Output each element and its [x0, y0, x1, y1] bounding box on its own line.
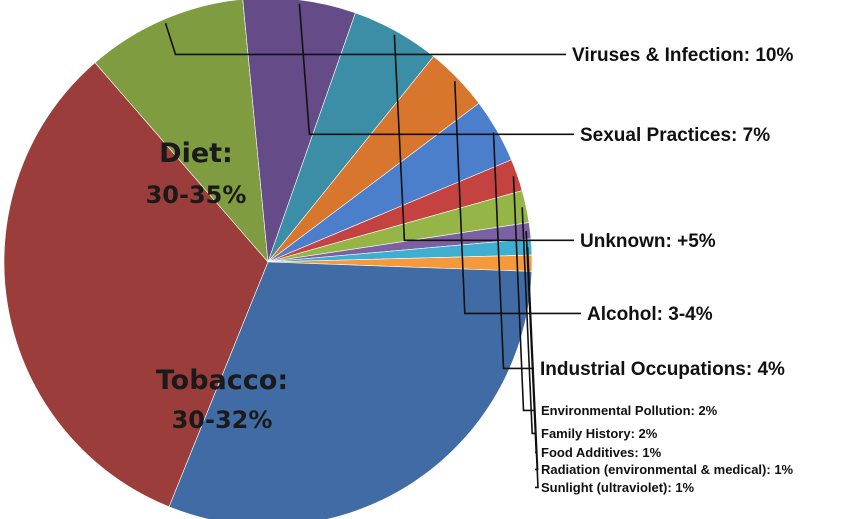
label-food-additives: Food Additives: 1%	[541, 445, 662, 460]
label-viruses-infection: Viruses & Infection: 10%	[572, 45, 793, 66]
label-alcohol: Alcohol: 3-4%	[587, 304, 713, 325]
slice-diet	[3, 62, 269, 508]
leader-sunlight-ultraviolet	[527, 263, 539, 489]
leader-unknown	[393, 34, 574, 242]
slice-labels: Viruses & Infection: 10% Sexual Practices…	[540, 45, 794, 495]
leader-sexual-practices	[298, 3, 574, 136]
label-industrial-occupations: Industrial Occupations: 4%	[540, 359, 785, 380]
label-family-history: Family History: 2%	[541, 426, 658, 441]
tobacco-range-label: 30-32%	[172, 406, 273, 434]
tobacco-name-label: Tobacco:	[156, 365, 288, 396]
diet-range-label: 30-35%	[146, 181, 247, 209]
leader-family-history	[521, 207, 535, 435]
label-sexual-practices: Sexual Practices: 7%	[580, 125, 770, 146]
label-environmental-pollution: Environmental Pollution: 2%	[541, 403, 718, 418]
label-unknown: Unknown: +5%	[580, 231, 716, 252]
pie-slices	[3, 0, 533, 519]
leader-viruses-infection	[164, 22, 566, 56]
leader-alcohol	[454, 81, 581, 315]
label-radiation-environmental-medical: Radiation (environmental & medical): 1%	[541, 462, 794, 477]
slice-viruses-infection	[94, 0, 269, 263]
leader-lines	[164, 3, 581, 489]
slice-sexual-practices	[242, 0, 356, 263]
diet-name-label: Diet:	[159, 138, 233, 169]
leader-industrial-occupations	[492, 132, 534, 370]
label-sunlight-ultraviolet: Sunlight (ultraviolet): 1%	[541, 480, 695, 495]
